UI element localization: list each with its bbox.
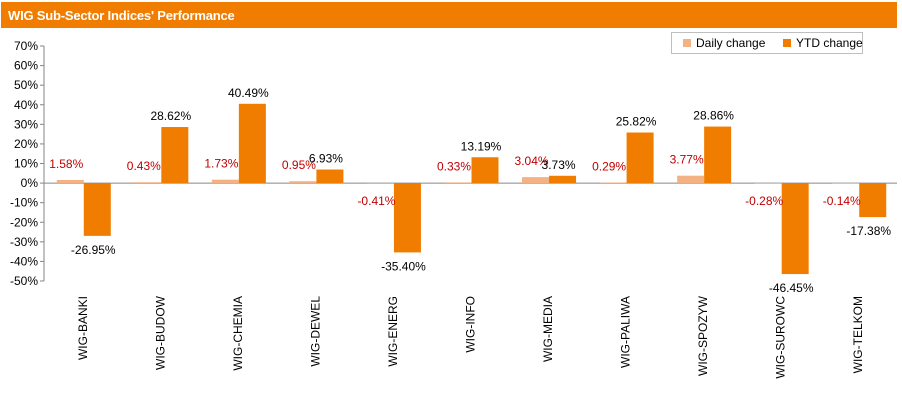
- x-category-label: WIG-SUROWC: [774, 296, 788, 379]
- bar-ytd-change: [316, 169, 344, 184]
- data-label-daily: -0.28%: [745, 194, 783, 208]
- data-label-ytd: 40.49%: [228, 86, 269, 100]
- y-tick-label: -10%: [10, 196, 38, 210]
- data-label-ytd: 3.73%: [542, 158, 576, 172]
- legend-label-ytd: YTD change: [796, 36, 863, 50]
- y-tick-label: 40%: [14, 98, 38, 112]
- data-label-ytd: -46.45%: [769, 281, 814, 295]
- data-label-daily: -0.41%: [357, 194, 395, 208]
- bar-daily-change: [677, 175, 705, 184]
- data-label-daily: 3.77%: [670, 153, 704, 167]
- x-category-label: WIG-ENERG: [386, 296, 400, 367]
- bar-daily-change: [366, 183, 394, 184]
- bar-ytd-change: [161, 127, 189, 184]
- bar-daily-change: [134, 182, 162, 184]
- chart-legend: Daily change YTD change: [671, 32, 863, 54]
- bar-ytd-change: [781, 183, 809, 275]
- bar-daily-change: [754, 183, 782, 184]
- data-label-daily: 0.33%: [437, 159, 471, 173]
- data-label-ytd: -26.95%: [71, 243, 116, 257]
- data-label-ytd: 25.82%: [616, 115, 657, 129]
- legend-item-daily: Daily change: [683, 36, 765, 50]
- y-tick-label: -30%: [10, 235, 38, 249]
- data-label-daily: 1.73%: [204, 157, 238, 171]
- bar-daily-change: [832, 183, 860, 184]
- data-label-ytd: 6.93%: [309, 152, 343, 166]
- y-tick-label: -50%: [10, 274, 38, 288]
- bar-ytd-change: [238, 103, 266, 184]
- x-category-label: WIG-MEDIA: [541, 296, 555, 362]
- bar-ytd-change: [393, 183, 421, 253]
- bar-daily-change: [211, 179, 239, 184]
- bar-ytd-change: [83, 183, 111, 236]
- y-tick-label: -20%: [10, 215, 38, 229]
- data-label-ytd: 28.62%: [150, 109, 191, 123]
- data-label-daily: 3.04%: [515, 154, 549, 168]
- chart-title: WIG Sub-Sector Indices' Performance: [8, 8, 235, 23]
- y-tick-label: 10%: [14, 157, 38, 171]
- data-label-daily: -0.14%: [823, 194, 861, 208]
- x-category-label: WIG-PALIWA: [619, 296, 633, 368]
- bar-daily-change: [444, 182, 472, 184]
- bar-ytd-change: [549, 175, 577, 184]
- data-label-ytd: -17.38%: [846, 224, 891, 238]
- legend-swatch-ytd: [783, 39, 791, 47]
- x-category-label: WIG-BANKI: [76, 296, 90, 360]
- chart-title-bar: WIG Sub-Sector Indices' Performance: [1, 2, 897, 28]
- bar-ytd-change: [471, 157, 499, 184]
- legend-label-daily: Daily change: [696, 36, 766, 50]
- x-category-label: WIG-INFO: [464, 296, 478, 353]
- legend-swatch-daily: [683, 39, 691, 47]
- bar-ytd-change: [626, 132, 654, 184]
- legend-item-ytd: YTD change: [783, 36, 863, 50]
- x-category-label: WIG-DEWEL: [308, 296, 322, 367]
- data-label-daily: 0.95%: [282, 158, 316, 172]
- data-label-daily: 1.58%: [49, 157, 83, 171]
- bar-ytd-change: [704, 126, 732, 184]
- bar-daily-change: [522, 177, 550, 184]
- data-label-ytd: 13.19%: [461, 139, 502, 153]
- y-tick-label: 70%: [14, 39, 38, 53]
- data-label-ytd: 28.86%: [693, 109, 734, 123]
- data-label-daily: 0.29%: [592, 160, 626, 174]
- bar-daily-change: [599, 182, 627, 184]
- x-category-label: WIG-TELKOM: [851, 296, 865, 373]
- y-tick-label: -40%: [10, 254, 38, 268]
- y-tick-label: 0%: [21, 176, 39, 190]
- x-category-label: WIG-BUDOW: [153, 295, 167, 370]
- x-category-label: WIG-SPOZYW: [696, 295, 710, 376]
- y-tick-label: 30%: [14, 117, 38, 131]
- y-tick-label: 60%: [14, 59, 38, 73]
- bar-daily-change: [289, 181, 317, 184]
- data-label-daily: 0.43%: [127, 159, 161, 173]
- y-tick-label: 20%: [14, 137, 38, 151]
- bar-ytd-change: [859, 183, 887, 218]
- bar-daily-change: [56, 179, 84, 184]
- data-label-ytd: -35.40%: [381, 259, 426, 273]
- y-tick-label: 50%: [14, 78, 38, 92]
- x-category-label: WIG-CHEMIA: [231, 296, 245, 371]
